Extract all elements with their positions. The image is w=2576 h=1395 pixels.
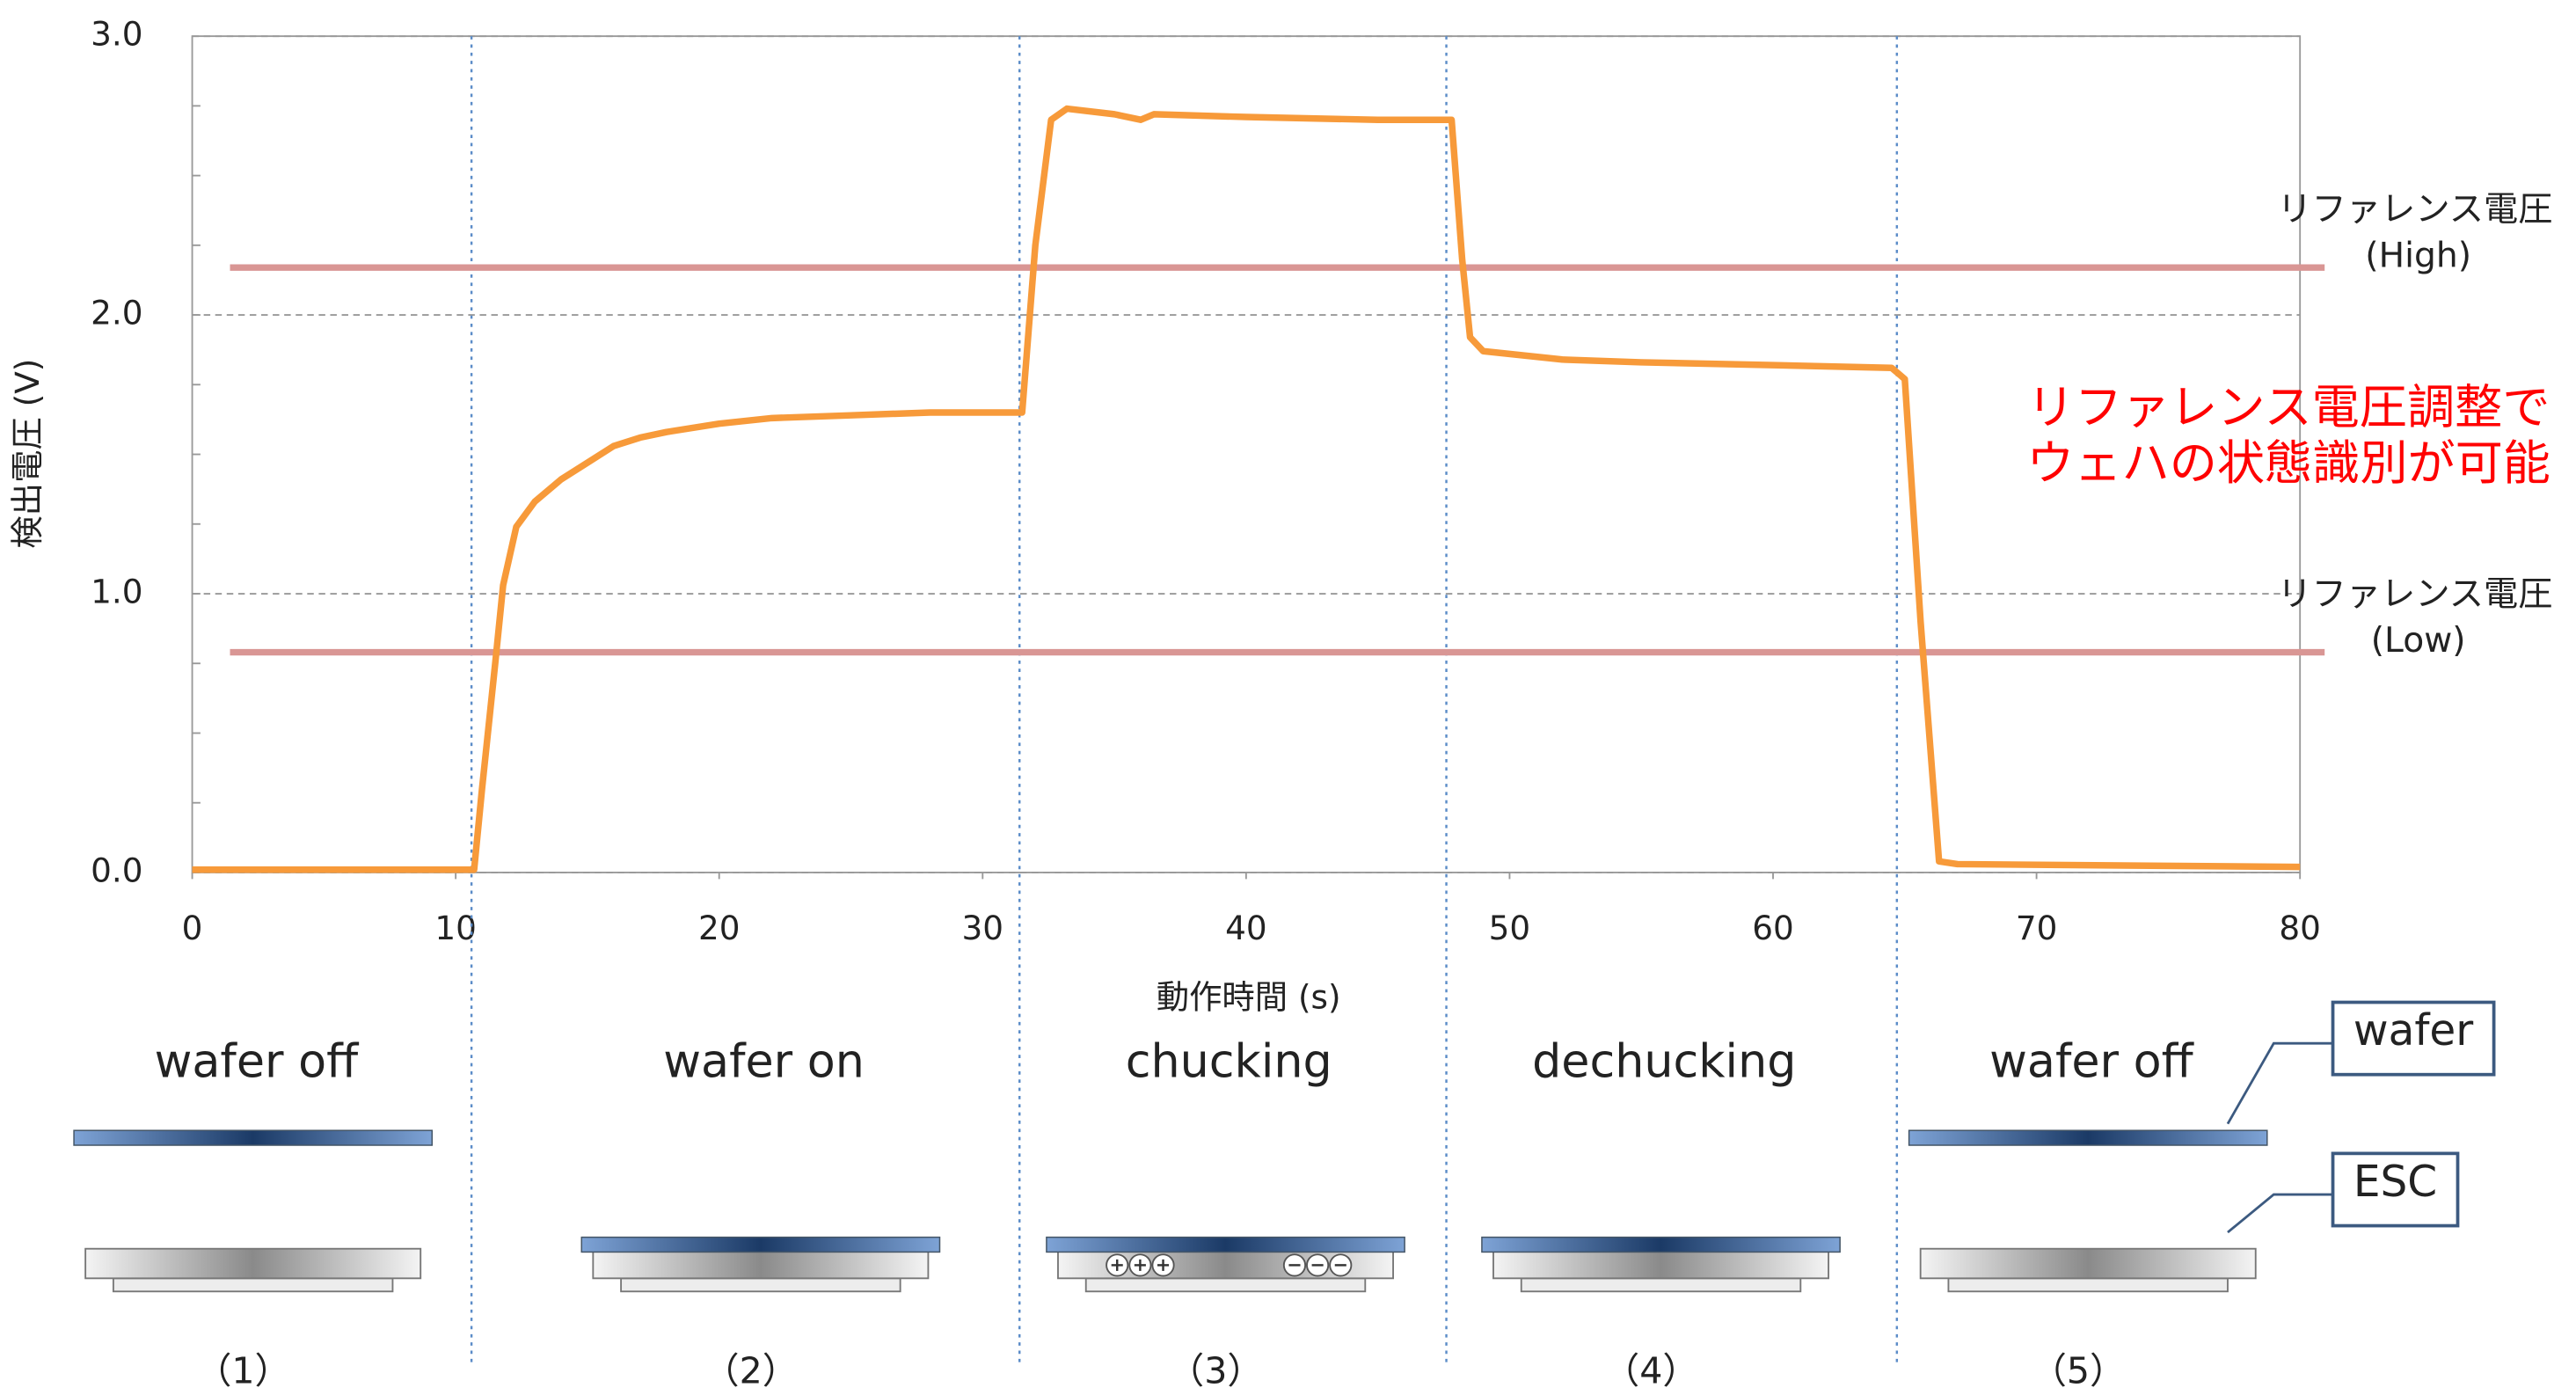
- wafer: [74, 1130, 432, 1145]
- wafer: [1482, 1238, 1840, 1253]
- reference-label: リファレンス電圧: [2277, 190, 2552, 230]
- data-line: [193, 109, 2301, 870]
- x-tick-label: 80: [2279, 909, 2321, 947]
- phase-label: chucking: [1126, 1034, 1332, 1088]
- y-tick-label: 2.0: [91, 294, 142, 332]
- reference-label: リファレンス電圧: [2277, 575, 2552, 615]
- esc-base: [1948, 1278, 2228, 1291]
- x-tick-label: 30: [962, 909, 1004, 947]
- annotation: ウェハの状態識別が可能: [2026, 435, 2550, 491]
- chart: 検出電圧 (V) 動作時間 (s) 0.0 1.0 2.0 3.0 0 10 20 30 40 5…: [0, 0, 2576, 1395]
- phase-label: wafer off: [155, 1034, 361, 1088]
- x-tick-label: 60: [1752, 909, 1794, 947]
- phase-number: （3）: [1168, 1350, 1263, 1392]
- x-tick-label: 70: [2016, 909, 2058, 947]
- callout-line: [2228, 1194, 2333, 1232]
- esc: [1493, 1249, 1828, 1279]
- wafer: [1909, 1130, 2267, 1145]
- callout-label: wafer: [2353, 1006, 2473, 1055]
- y-tick-label: 0.0: [91, 851, 142, 889]
- plot-area: [193, 36, 2301, 873]
- x-tick-label: 20: [698, 909, 741, 947]
- y-tick-label: 3.0: [91, 15, 142, 54]
- phase-label: wafer on: [663, 1034, 865, 1088]
- callout-label: ESC: [2353, 1158, 2437, 1207]
- esc-base: [1086, 1278, 1366, 1291]
- esc-base: [113, 1278, 393, 1291]
- phase-number: （4）: [1603, 1350, 1698, 1392]
- page: {"chart_data":{"type":"line", "x_label":…: [0, 0, 2576, 1395]
- callout-line: [2228, 1043, 2333, 1124]
- y-tick-label: 1.0: [91, 573, 142, 611]
- wafer: [1047, 1238, 1405, 1253]
- esc: [85, 1249, 420, 1279]
- esc: [1921, 1249, 2256, 1279]
- x-tick-label: 0: [182, 909, 203, 947]
- x-tick-label: 10: [434, 909, 477, 947]
- y-axis-title: 検出電圧 (V): [8, 359, 47, 549]
- phase-number: （1）: [195, 1350, 290, 1392]
- x-axis-title: 動作時間 (s): [1157, 977, 1341, 1016]
- phase-label: dechucking: [1532, 1034, 1796, 1088]
- x-tick-label: 50: [1489, 909, 1531, 947]
- esc-base: [1522, 1278, 1801, 1291]
- reference-sub-label: (Low): [2371, 621, 2466, 661]
- x-tick-label: 40: [1225, 909, 1267, 947]
- reference-sub-label: (High): [2365, 236, 2471, 275]
- esc-base: [621, 1278, 901, 1291]
- phase-number: （5）: [2031, 1350, 2126, 1392]
- phase-number: （2）: [704, 1350, 799, 1392]
- annotation: リファレンス電圧調整で: [2027, 380, 2550, 435]
- phase-label: wafer off: [1989, 1034, 2195, 1088]
- wafer: [581, 1238, 939, 1253]
- esc: [593, 1249, 928, 1279]
